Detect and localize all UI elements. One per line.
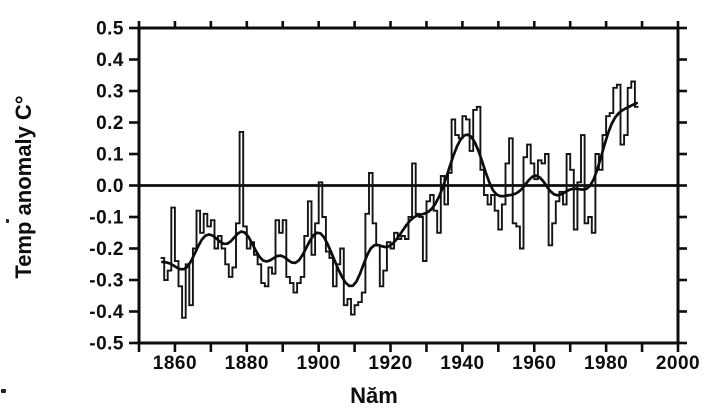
smoothed-line: [161, 101, 639, 288]
x-tick-label: 1880: [225, 353, 269, 374]
y-tick-label: 0.4: [96, 50, 124, 71]
y-tick-label: 0.2: [96, 113, 124, 134]
x-tick-label: 1860: [153, 353, 197, 374]
y-tick-label: -0.4: [89, 302, 124, 323]
y-tick-labels: 0.5 0.4 0.3 0.2 0.1 0.0 -0.1 -0.2 -0.3 -0.4 -0.5: [89, 19, 124, 355]
x-tick-label: 1940: [440, 353, 484, 374]
x-tick-label: 1920: [368, 353, 412, 374]
x-tick-labels: 1860 1880 1900 1920 1940 1960 1980 2000: [153, 353, 700, 374]
y-tick-label: 0.5: [96, 19, 124, 40]
x-tick-label: 1980: [584, 353, 628, 374]
scan-speck: [6, 219, 9, 223]
y-tick-label: 0.0: [96, 176, 124, 197]
y-tick-label: -0.1: [89, 208, 124, 229]
x-tick-label: 1960: [512, 353, 556, 374]
x-axis-label: Năm: [350, 383, 398, 408]
plot-frame: [137, 26, 680, 345]
y-axis-label: Temp anomaly C°: [11, 95, 36, 278]
y-tick-label: -0.5: [89, 334, 124, 355]
y-tick-label: 0.3: [96, 82, 124, 103]
annual-step-line: [160, 80, 639, 319]
scan-speck: [1, 389, 6, 393]
y-tick-label: 0.1: [96, 145, 124, 166]
x-tick-label: 1900: [297, 353, 341, 374]
x-tick-label: 2000: [656, 353, 700, 374]
y-tick-label: -0.3: [89, 271, 124, 292]
y-tick-label: -0.2: [89, 239, 124, 260]
